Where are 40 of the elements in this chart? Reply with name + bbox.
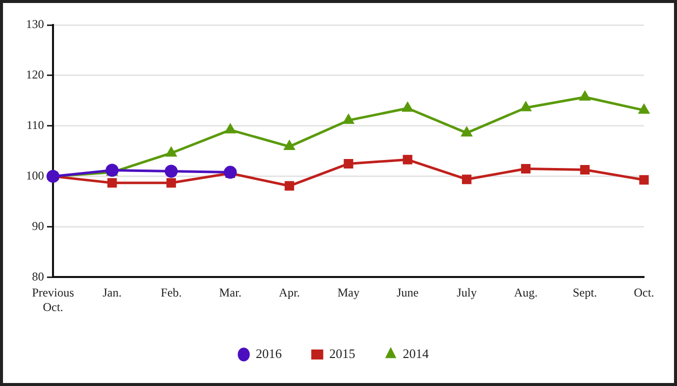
y-tick-label: 90	[32, 218, 44, 233]
point	[224, 166, 237, 179]
point	[166, 178, 176, 188]
x-tick-label: Mar.	[219, 286, 242, 300]
legend-label: 2015	[329, 346, 356, 361]
point	[461, 126, 472, 136]
point	[462, 174, 472, 184]
point	[520, 101, 532, 112]
point	[284, 181, 294, 191]
point	[284, 140, 296, 150]
legend-label: 2014	[402, 346, 430, 361]
legend-label: 2016	[256, 346, 282, 361]
x-tick-label: Previous Oct.	[32, 286, 74, 314]
point	[224, 123, 236, 134]
x-tick-label: Sept.	[572, 286, 598, 300]
point	[402, 102, 414, 112]
y-tick-label: 120	[26, 68, 44, 82]
point	[164, 164, 178, 178]
y-tick-label: 100	[26, 168, 44, 182]
point	[166, 146, 177, 157]
point	[107, 178, 117, 188]
x-tick-label: Feb.	[160, 286, 182, 300]
point	[579, 90, 591, 101]
x-tick-label: Apr.	[278, 286, 300, 300]
y-tick-label: 110	[26, 118, 44, 132]
point	[402, 154, 412, 164]
x-tick-label: July	[456, 286, 477, 300]
point	[521, 164, 531, 174]
point	[638, 104, 650, 114]
point	[580, 165, 590, 175]
point	[342, 114, 354, 124]
point	[344, 158, 354, 168]
x-tick-label: May	[338, 286, 360, 300]
x-tick-label: Aug.	[514, 286, 538, 300]
x-tick-label: June	[396, 286, 419, 300]
x-tick-label: Oct.	[634, 286, 654, 300]
y-tick-label: 130	[26, 17, 44, 32]
x-tick-label: Jan.	[102, 286, 122, 300]
y-tick-label: 80	[32, 269, 44, 284]
point	[639, 175, 649, 185]
